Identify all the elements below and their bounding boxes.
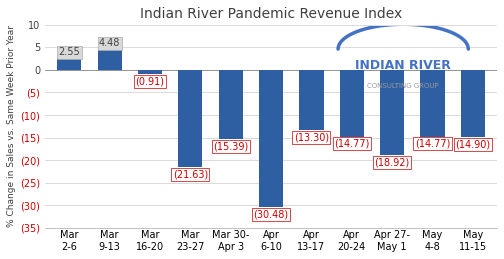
Text: INDIAN RIVER: INDIAN RIVER <box>355 59 451 72</box>
Bar <box>299 70 324 130</box>
Text: (14.77): (14.77) <box>334 139 369 149</box>
Title: Indian River Pandemic Revenue Index: Indian River Pandemic Revenue Index <box>140 7 402 21</box>
Text: CONSULTING GROUP: CONSULTING GROUP <box>367 83 439 89</box>
Bar <box>340 70 364 136</box>
Bar <box>178 70 203 167</box>
Bar <box>219 70 243 139</box>
Bar <box>380 70 404 155</box>
Text: 4.48: 4.48 <box>99 38 120 48</box>
Text: (21.63): (21.63) <box>173 170 208 180</box>
Text: (0.91): (0.91) <box>136 76 164 86</box>
Text: (14.90): (14.90) <box>455 139 490 149</box>
Text: (14.77): (14.77) <box>415 139 450 149</box>
Bar <box>461 70 485 137</box>
Text: (13.30): (13.30) <box>294 132 329 142</box>
Text: (18.92): (18.92) <box>374 157 410 168</box>
Text: 2.55: 2.55 <box>58 47 80 57</box>
Text: (15.39): (15.39) <box>213 142 248 152</box>
Y-axis label: % Change in Sales vs. Same Week Prior Year: % Change in Sales vs. Same Week Prior Ye… <box>7 25 16 227</box>
Bar <box>259 70 283 207</box>
Bar <box>57 59 82 70</box>
Bar <box>420 70 445 136</box>
Bar <box>98 50 122 70</box>
Text: (30.48): (30.48) <box>254 210 289 220</box>
Bar <box>138 70 162 74</box>
